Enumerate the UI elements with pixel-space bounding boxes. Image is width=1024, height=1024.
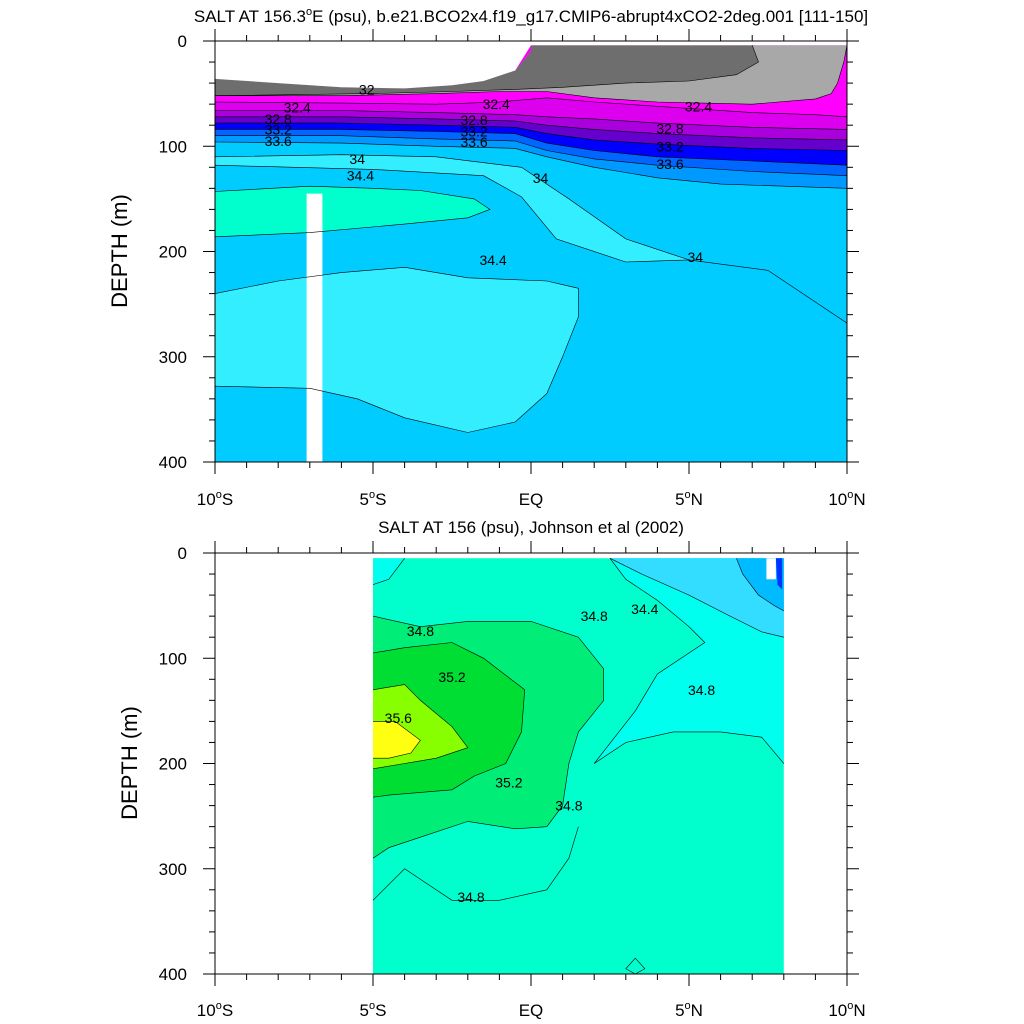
- contour-fill: [215, 41, 531, 89]
- contour-label: 34.8: [457, 889, 484, 905]
- y-tick-label: 400: [159, 453, 187, 472]
- contour-label: 33.6: [656, 156, 683, 172]
- contour-label: 35.6: [385, 710, 412, 726]
- contour-label: 34: [349, 151, 365, 167]
- x-tick-label: 5oS: [360, 1000, 387, 1020]
- contour-line: [215, 164, 847, 324]
- y-tick-label: 0: [178, 544, 187, 563]
- contour-line: [372, 558, 405, 585]
- contour-line: [372, 826, 579, 901]
- contour-label: 34.8: [688, 682, 715, 698]
- contour-fill: [775, 558, 783, 590]
- contour-label: 34: [533, 170, 549, 186]
- contour-label: 34: [688, 249, 704, 265]
- contour-line: [215, 266, 579, 433]
- plot-area: 34.8 35.2 35.6 35.2 34.8 34.8 34.4 34.8 34.8: [215, 553, 847, 974]
- chart-title: SALT AT 156.3oE (psu), b.e21.BCO2x4.f19_…: [194, 6, 868, 26]
- contour-label: 32.8: [460, 112, 487, 128]
- contour-line: [215, 185, 491, 238]
- y-tick-label: 100: [159, 137, 187, 156]
- contour-label: 32.4: [685, 98, 712, 114]
- contour-fill: [531, 41, 847, 46]
- contour-fill: [373, 721, 421, 759]
- contour-label: 32.4: [483, 96, 510, 112]
- plot-area: 3232.432.833.233.632.432.833.233.632.432…: [215, 41, 847, 462]
- contour-label: 32.8: [656, 120, 683, 136]
- y-tick-label: 100: [159, 649, 187, 668]
- y-tick-label: 200: [159, 755, 187, 774]
- x-tick-label: 10oS: [197, 489, 233, 509]
- contour-line: [215, 116, 847, 141]
- chart-title: SALT AT 156 (psu), Johnson et al (2002): [378, 518, 684, 537]
- x-tick-label: 10oN: [828, 1000, 865, 1020]
- x-tick-label: 5oS: [360, 489, 387, 509]
- contour-line: [736, 558, 784, 612]
- y-axis-label: DEPTH (m): [117, 706, 142, 820]
- contour-fill: [373, 558, 405, 585]
- contour-line: [625, 957, 646, 974]
- x-tick-label: EQ: [519, 1001, 544, 1020]
- contour-label: 33.2: [656, 138, 683, 154]
- contour-label: 34.8: [581, 608, 608, 624]
- y-tick-label: 200: [159, 243, 187, 262]
- contour-line: [215, 110, 847, 130]
- contour-fill: [215, 267, 579, 433]
- contour-line: [215, 129, 847, 166]
- x-tick-label: 5oN: [675, 489, 703, 509]
- panel-observations: 34.8 35.2 35.6 35.2 34.8 34.8 34.4 34.8 34.8 0 100…: [117, 518, 866, 1020]
- contour-label: 33.2: [460, 124, 487, 140]
- y-tick-label: 400: [159, 965, 187, 984]
- contour-label: 32.4: [284, 99, 311, 115]
- y-axis-label: DEPTH (m): [107, 194, 132, 308]
- contour-fill: [373, 558, 784, 764]
- x-tick-label: 5oN: [675, 1000, 703, 1020]
- contour-line: [372, 642, 526, 798]
- contour-line: [215, 122, 847, 151]
- x-tick-label: EQ: [519, 490, 544, 509]
- contour-line: [593, 558, 785, 764]
- x-tick-label: 10oN: [828, 489, 865, 509]
- contour-label: 34.8: [555, 798, 582, 814]
- contour-line: [372, 684, 469, 770]
- contour-label: 35.2: [438, 669, 465, 685]
- contour-label: 34.4: [347, 168, 374, 184]
- contour-line: [215, 141, 847, 189]
- contour-fill: [766, 558, 776, 580]
- y-tick-label: 0: [178, 32, 187, 51]
- panel-model: 3232.432.833.233.632.432.833.233.632.432…: [107, 6, 868, 509]
- contour-label: 32: [359, 81, 375, 97]
- contour-line: [372, 615, 605, 859]
- y-tick-label: 300: [159, 348, 187, 367]
- contour-fill: [610, 558, 784, 638]
- contour-line: [215, 154, 690, 261]
- contour-fill: [215, 186, 490, 237]
- contour-label: 34.4: [479, 252, 506, 268]
- x-tick-label: 10oS: [197, 1000, 233, 1020]
- y-tick-label: 300: [159, 860, 187, 879]
- contour-line: [215, 97, 847, 118]
- contour-label: 33.6: [265, 133, 292, 149]
- contour-label: 32.8: [265, 111, 292, 127]
- contour-label: 34.8: [407, 623, 434, 639]
- contour-label: 35.2: [495, 774, 522, 790]
- contour-fill: [306, 193, 323, 462]
- contour-label: 33.6: [460, 134, 487, 150]
- contour-line: [609, 558, 784, 638]
- contour-line: [215, 135, 847, 176]
- contour-line: [373, 721, 421, 759]
- contour-label: 33.2: [265, 121, 292, 137]
- contour-line: [215, 45, 759, 96]
- contour-line: [215, 45, 847, 105]
- contour-label: 34.4: [631, 601, 658, 617]
